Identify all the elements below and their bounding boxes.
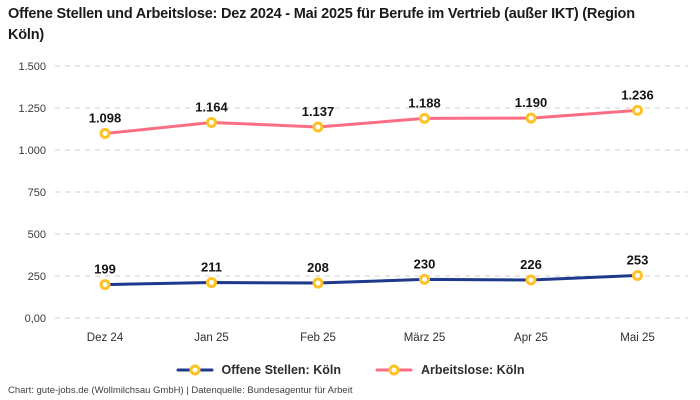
legend: Offene Stellen: Köln Arbeitslose: Köln: [0, 358, 700, 382]
y-axis-tick-label: 0,00: [25, 313, 46, 325]
data-label: 1.190: [515, 95, 548, 110]
legend-swatch-offene-stellen-koeln: [176, 364, 214, 376]
legend-item-offene-stellen-koeln[interactable]: Offene Stellen: Köln: [176, 363, 341, 377]
x-axis-tick-label: März 25: [404, 332, 446, 344]
data-label: 1.236: [621, 87, 654, 102]
data-point-arbeitslose-koeln[interactable]: [632, 104, 643, 116]
x-axis-tick-label: Dez 24: [87, 332, 124, 344]
data-label: 1.188: [408, 95, 441, 110]
data-point-arbeitslose-koeln[interactable]: [312, 121, 324, 133]
data-label: 1.098: [89, 111, 122, 126]
data-point-arbeitslose-koeln[interactable]: [99, 128, 111, 140]
data-point-offene-stellen-koeln[interactable]: [525, 274, 537, 286]
y-axis-tick-label: 250: [28, 271, 46, 283]
y-axis-tick-label: 500: [28, 229, 46, 241]
data-label: 211: [201, 260, 222, 275]
data-point-offene-stellen-koeln[interactable]: [99, 279, 111, 291]
legend-label: Offene Stellen: Köln: [221, 363, 341, 377]
legend-swatch-arbeitslose-koeln: [375, 364, 413, 376]
y-axis-tick-label: 1.500: [18, 61, 46, 73]
chart-title: Offene Stellen und Arbeitslose: Dez 2024…: [8, 6, 635, 44]
legend-label: Arbeitslose: Köln: [420, 363, 525, 377]
series-line-offene-stellen-koeln: [103, 273, 639, 287]
y-axis-tick-label: 1.250: [18, 103, 46, 115]
y-axis-tick-label: 750: [28, 187, 46, 199]
data-label: 208: [307, 260, 329, 275]
y-axis-tick-label: 1.000: [18, 145, 46, 157]
chart-footer: Chart: gute-jobs.de (Wollmilchsau GmbH) …: [8, 385, 353, 396]
data-point-arbeitslose-koeln[interactable]: [419, 112, 430, 124]
data-label: 230: [414, 256, 436, 271]
data-point-arbeitslose-koeln[interactable]: [525, 112, 537, 124]
x-axis-tick-label: Apr 25: [514, 332, 548, 344]
data-label: 199: [94, 262, 116, 277]
data-point-offene-stellen-koeln[interactable]: [206, 277, 217, 289]
data-label: 1.164: [195, 99, 228, 114]
data-label: 226: [520, 257, 542, 272]
x-axis-tick-label: Jan 25: [194, 332, 229, 344]
x-axis-tick-label: Mai 25: [620, 332, 655, 344]
legend-item-arbeitslose-koeln[interactable]: Arbeitslose: Köln: [375, 363, 525, 377]
data-point-offene-stellen-koeln[interactable]: [419, 273, 430, 285]
x-axis-tick-label: Feb 25: [300, 332, 336, 344]
data-label: 253: [627, 252, 649, 267]
series-line-arbeitslose-koeln: [103, 108, 639, 136]
data-point-offene-stellen-koeln[interactable]: [632, 269, 643, 281]
data-point-arbeitslose-koeln[interactable]: [206, 116, 217, 128]
data-label: 1.137: [302, 104, 335, 119]
data-point-offene-stellen-koeln[interactable]: [312, 277, 324, 289]
